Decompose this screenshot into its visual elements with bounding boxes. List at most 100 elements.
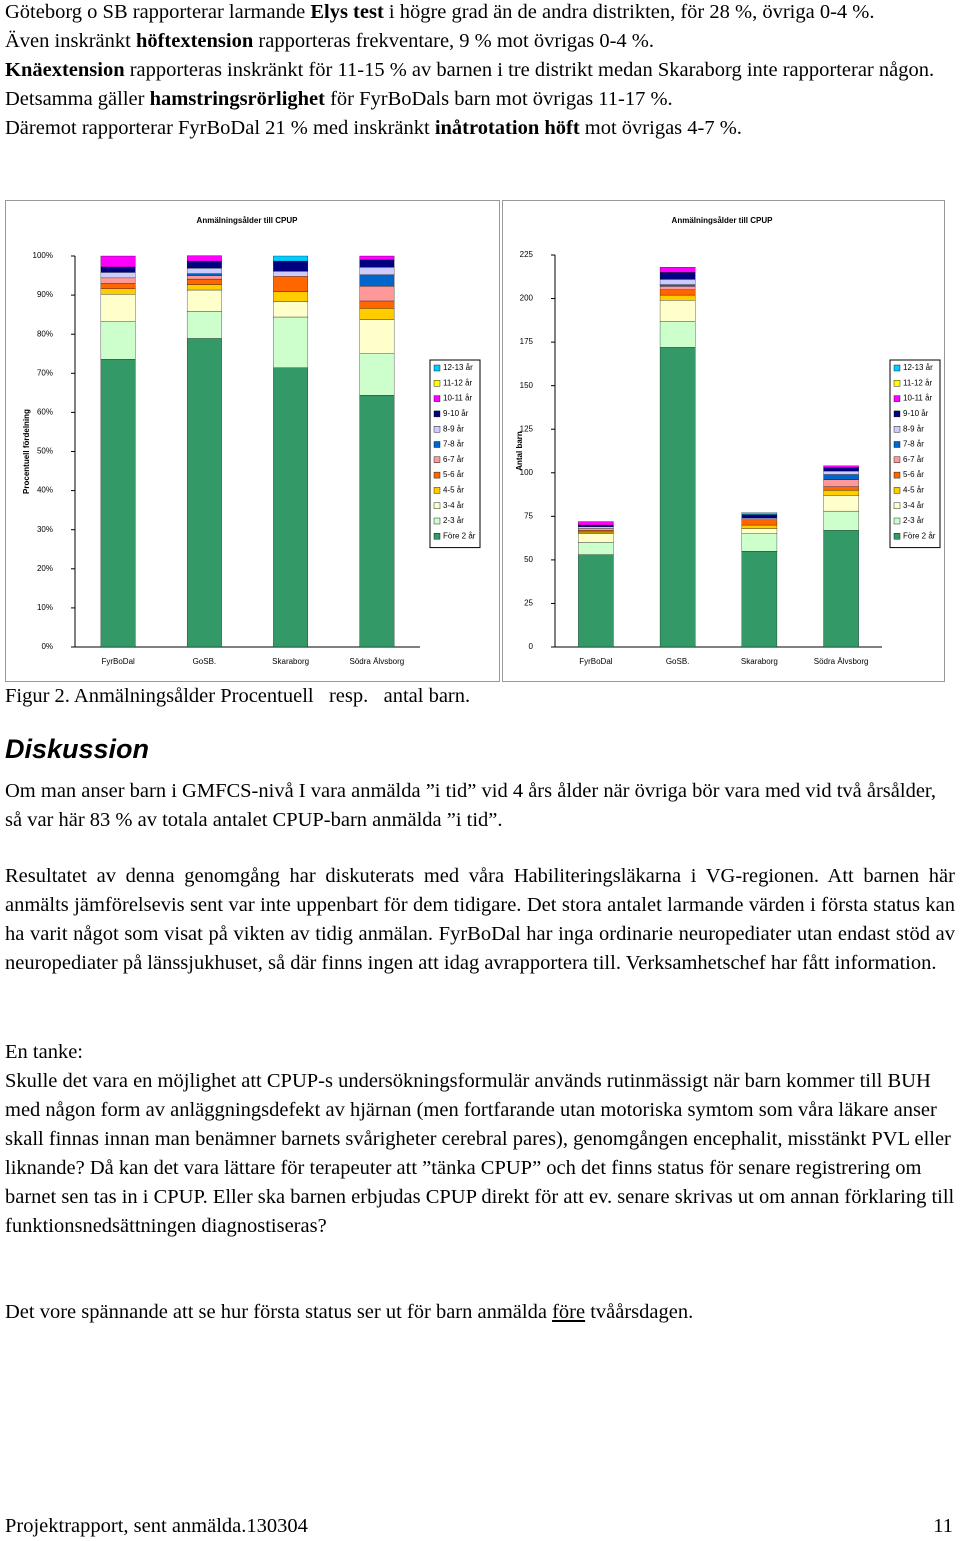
y-tick-label: 175	[520, 337, 534, 346]
x-tick-label: Södra Älvsborg	[350, 657, 405, 666]
legend-swatch	[893, 502, 901, 509]
legend-label: 5-6 år	[443, 470, 464, 479]
legend-label: 2-3 år	[903, 516, 924, 525]
text-run: Det vore spännande att se hur första sta…	[5, 1301, 553, 1323]
bar-segment	[100, 255, 136, 268]
y-tick-label: 70%	[37, 368, 53, 377]
y-tick-label: 0%	[41, 642, 53, 651]
legend-swatch	[433, 517, 441, 525]
text-run: tvåårsdagen.	[585, 1301, 694, 1323]
bar-segment	[100, 294, 136, 322]
y-tick-label: 20%	[37, 564, 53, 573]
legend-swatch	[893, 425, 901, 433]
bar-segment	[273, 255, 309, 262]
y-tick-label: 30%	[37, 525, 53, 534]
legend-swatch	[433, 441, 441, 448]
bar-segment	[578, 554, 614, 648]
x-tick-label: FyrBoDal	[101, 657, 135, 666]
bar-segment	[578, 531, 614, 534]
bar-segment	[100, 359, 136, 648]
figure-caption: Figur 2. Anmälningsålder Procentuell res…	[5, 685, 471, 707]
bar-segment	[359, 300, 395, 309]
bar-segment	[659, 294, 696, 301]
legend-label: 8-9 år	[443, 424, 464, 433]
legend-label: 9-10 år	[903, 409, 929, 418]
y-tick-label: 60%	[37, 408, 53, 417]
bar-segment	[359, 274, 395, 287]
section-heading: Diskussion	[5, 734, 150, 764]
bar-segment	[359, 395, 395, 648]
text-run: höftextension	[135, 30, 254, 52]
bar-segment	[359, 353, 395, 396]
bar-segment	[273, 367, 309, 648]
bar-segment	[186, 311, 222, 339]
legend-label: 8-9 år	[903, 424, 924, 433]
text-run: Däremot rapporterar FyrBoDal 21 % med in…	[5, 117, 435, 139]
legend-swatch	[433, 502, 441, 509]
text-run: rapporteras inskränkt för 11-15 % av bar…	[124, 59, 935, 81]
text-run: rapporteras frekventare, 9 % mot övrigas…	[253, 30, 655, 52]
y-tick-label: 25	[524, 599, 533, 608]
y-tick-label: 80%	[37, 329, 53, 338]
chart-frame	[502, 200, 945, 682]
paragraph: Skulle det vara en möjlighet att CPUP-s …	[5, 1067, 955, 1241]
bar-segment	[359, 319, 395, 354]
bar-segment	[273, 260, 309, 272]
legend-label: 3-4 år	[903, 501, 924, 510]
legend-swatch	[433, 380, 441, 387]
y-axis-label: Antal barn	[515, 431, 524, 471]
bar-segment	[273, 271, 309, 277]
y-tick-label: 200	[520, 294, 534, 303]
bar-segment	[186, 278, 222, 285]
text-run: för FyrBoDals barn mot övrigas 11-17 %.	[324, 88, 673, 110]
bar-segment	[186, 275, 222, 280]
bar-segment	[100, 277, 136, 284]
bar-segment	[659, 279, 696, 285]
legend-box	[889, 359, 941, 549]
legend-swatch	[433, 533, 441, 540]
legend-label: 6-7 år	[443, 455, 464, 464]
bar-segment	[273, 291, 309, 302]
legend-swatch	[893, 517, 901, 525]
text-run: Om man anser barn i GMFCS-nivå I vara an…	[5, 780, 937, 831]
bar-segment	[741, 551, 778, 648]
bar-segment	[186, 284, 222, 291]
legend-label: 7-8 år	[443, 440, 464, 449]
text-run: Knäextension	[5, 59, 125, 81]
bar-segment	[273, 276, 309, 292]
legend-label: 5-6 år	[903, 470, 924, 479]
bar-segment	[186, 289, 222, 312]
x-tick-label: GoSB.	[193, 657, 217, 666]
legend-swatch	[433, 395, 441, 402]
text-run: Elys test	[310, 1, 384, 23]
bar-segment	[578, 524, 614, 527]
text-run: hamstringsrörlighet	[149, 88, 325, 110]
legend-swatch	[893, 471, 901, 479]
legend-label: 6-7 år	[903, 455, 924, 464]
bar-segment	[823, 479, 859, 487]
legend-label: 11-12 år	[443, 378, 473, 387]
legend-swatch	[893, 364, 901, 372]
bar-segment	[823, 470, 859, 475]
paragraph: Om man anser barn i GMFCS-nivå I vara an…	[5, 777, 955, 835]
paragraph: Resultatet av denna genomgång har diskut…	[5, 862, 955, 978]
y-tick-label: 125	[520, 424, 534, 433]
bar-segment	[578, 530, 614, 533]
bar-segment	[659, 267, 696, 273]
bar-segment	[100, 288, 136, 295]
footer-left: Projektrapport, sent anmälda.130304	[5, 1515, 308, 1537]
bar-segment	[659, 347, 696, 648]
bar-segment	[186, 260, 222, 269]
bar-segment	[659, 321, 696, 348]
legend-swatch	[433, 471, 441, 479]
legend-swatch	[893, 410, 901, 418]
chart-title: Anmälningsålder till CPUP	[197, 216, 299, 225]
x-tick-label: FyrBoDal	[579, 657, 613, 666]
bar-segment	[359, 259, 395, 268]
x-tick-label: Skaraborg	[272, 657, 309, 666]
legend-label: 4-5 år	[903, 486, 924, 495]
legend-label: 11-12 år	[903, 378, 933, 387]
y-tick-label: 50	[524, 555, 533, 564]
y-tick-label: 100	[520, 468, 534, 477]
bar-segment	[659, 286, 696, 290]
